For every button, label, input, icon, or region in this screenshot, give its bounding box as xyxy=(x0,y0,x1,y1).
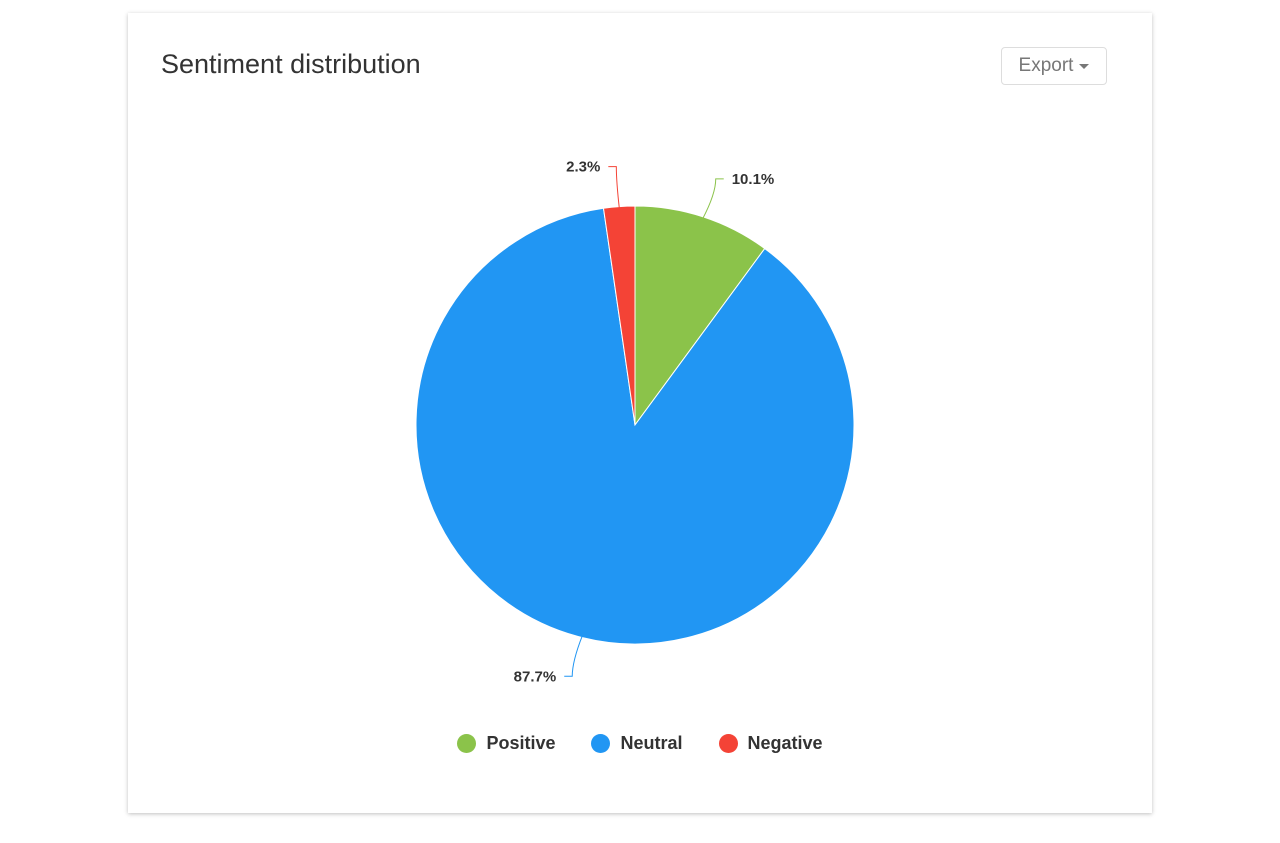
data-label-negative: 2.3% xyxy=(566,159,600,176)
chart-title: Sentiment distribution xyxy=(161,49,421,79)
legend: Positive Neutral Negative xyxy=(128,733,1152,754)
legend-item-positive[interactable]: Positive xyxy=(457,733,555,754)
export-label: Export xyxy=(1018,55,1074,76)
pie-chart: 10.1% 87.7% 2.3% xyxy=(415,159,855,685)
chart-card: Sentiment distribution Export 10.1% 87.7%… xyxy=(128,13,1152,813)
legend-dot-icon xyxy=(718,734,738,753)
data-label-neutral: 87.7% xyxy=(514,668,557,685)
connector-positive xyxy=(702,178,724,220)
caret-down-icon xyxy=(1079,63,1090,69)
legend-dot-icon xyxy=(457,734,477,753)
legend-item-negative[interactable]: Negative xyxy=(718,733,823,754)
legend-label: Negative xyxy=(747,733,823,753)
connector-neutral xyxy=(564,635,583,677)
legend-label: Positive xyxy=(486,733,556,753)
legend-item-neutral[interactable]: Neutral xyxy=(591,733,683,754)
connector-negative xyxy=(608,166,620,209)
export-button[interactable]: Export xyxy=(1001,47,1107,85)
legend-label: Neutral xyxy=(620,733,683,753)
data-label-positive: 10.1% xyxy=(732,171,775,188)
legend-dot-icon xyxy=(591,734,611,753)
